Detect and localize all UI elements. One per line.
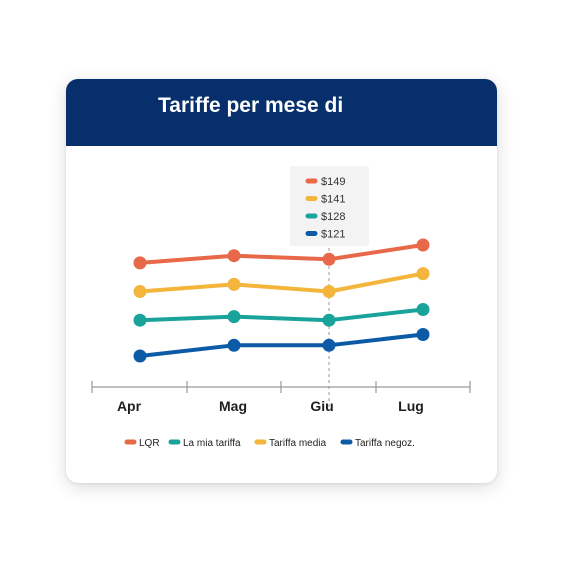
data-point[interactable] (322, 252, 336, 266)
data-point[interactable] (416, 238, 430, 252)
x-tick-label: Lug (398, 398, 424, 414)
tooltip-value: $141 (321, 194, 345, 206)
data-point[interactable] (227, 277, 241, 291)
series-line (138, 271, 425, 294)
x-tick-label: Apr (117, 398, 142, 414)
tooltip-value: $149 (321, 176, 345, 188)
data-point[interactable] (322, 285, 336, 298)
data-point[interactable] (227, 249, 241, 263)
data-point[interactable] (133, 285, 147, 298)
data-point[interactable] (227, 310, 241, 324)
data-point[interactable] (416, 328, 430, 341)
chart-title: Tariffe per mese di (158, 94, 344, 117)
chart-card: Tariffe per mese di (66, 79, 497, 483)
series-line (138, 243, 425, 265)
x-tick-label: Giu (310, 398, 333, 414)
data-point[interactable] (227, 338, 241, 352)
series-line (138, 307, 425, 323)
data-point[interactable] (416, 303, 430, 316)
data-point[interactable] (133, 313, 147, 327)
data-point[interactable] (322, 313, 336, 327)
data-point[interactable] (133, 349, 147, 363)
series-line (138, 332, 425, 358)
x-tick-label: Mag (219, 398, 247, 414)
legend-label: La mia tariffa (183, 438, 241, 449)
legend-label: Tariffa negoz. (355, 438, 415, 449)
legend-label: Tariffa media (269, 438, 327, 449)
tooltip-box (290, 166, 369, 246)
data-point[interactable] (416, 267, 430, 281)
tooltip-value: $128 (321, 211, 345, 223)
data-point[interactable] (322, 338, 336, 352)
tooltip-value: $121 (321, 229, 345, 241)
card-header: Tariffe per mese di (66, 79, 497, 146)
legend-label: LQR (139, 438, 160, 449)
data-point[interactable] (133, 256, 147, 270)
